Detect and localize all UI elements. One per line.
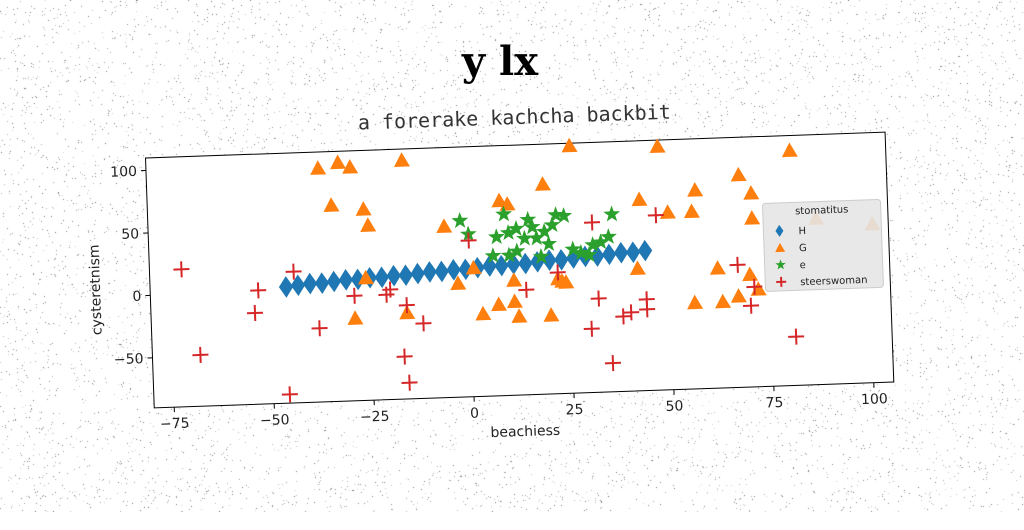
chart-subtitle: a forerake kachcha backbit [357,100,671,135]
x-tick-label: 75 [765,395,783,412]
y-tick-label: −50 [114,351,144,368]
x-tick-label: 100 [861,391,888,408]
x-tick-label: −25 [360,409,390,426]
legend-label-h: H [798,226,806,237]
x-tick-label: 0 [470,406,479,422]
x-axis-label: beachiess [490,423,560,441]
legend: stomatitus HGe steerswoman [762,199,883,291]
y-axis-label: cysteretnism [87,244,106,335]
x-tick-label: −50 [260,412,290,429]
legend-title: stomatitus [795,204,849,217]
y-axis-ticks: −50 0 50 100 [107,163,153,368]
x-tick-label: 50 [665,398,683,415]
y-tick-label: 100 [110,164,137,181]
legend-label-steerswoman: steerswoman [800,275,868,288]
legend-label-e: e [799,260,806,271]
y-tick-label: 50 [121,226,139,243]
y-tick-label: 0 [132,289,141,305]
x-tick-label: −75 [160,416,190,433]
legend-label-g: G [799,243,807,254]
x-tick-label: 25 [565,402,583,419]
